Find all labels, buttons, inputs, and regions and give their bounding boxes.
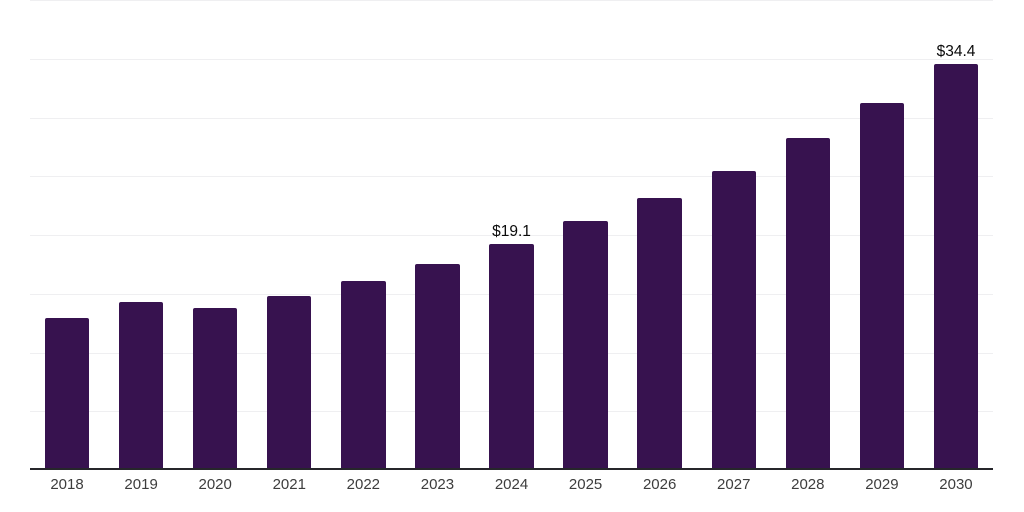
bar-group [697,0,771,468]
gridline [30,58,993,60]
x-tick-label: 2020 [198,476,232,493]
x-tick-label: 2019 [124,476,158,493]
bar-group [549,0,623,468]
bar-group [326,0,400,468]
bar-group [252,0,326,468]
x-tick-label: 2021 [272,476,306,493]
gridline [30,176,993,178]
x-axis-labels: 2018 2019 2020 2021 2022 2023 2024 2025 2026 2027… [30,476,993,493]
x-tick-label: 2018 [50,476,84,493]
bar-group [845,0,919,468]
plot-area: $19.1 $34.4 [30,0,993,470]
bar [859,102,905,468]
bar [118,302,164,468]
x-tick-label: 2022 [346,476,381,493]
bar-group [771,0,845,468]
bar [711,170,756,468]
bar [785,137,831,468]
gridline [30,0,993,1]
x-tick-label: 2029 [865,476,899,493]
bar [637,197,682,468]
x-tick-label: 2030 [939,476,973,493]
bar [563,221,608,468]
bar [415,263,460,468]
x-tick-label: 2023 [420,476,455,493]
bar [44,317,90,468]
bar [341,281,386,468]
value-label: $34.4 [936,42,976,60]
x-tick-label: 2028 [791,476,825,493]
x-tick-label: 2026 [642,476,677,493]
bar [489,243,534,468]
gridline [30,117,993,119]
bar-group [623,0,697,468]
bar-group [104,0,178,468]
bar-group [30,0,104,468]
bar-group [178,0,252,468]
x-tick-label: 2024 [494,476,529,493]
value-label: $19.1 [492,222,531,240]
bar-group: $34.4 [919,0,993,468]
gridline [30,235,993,236]
x-tick-label: 2025 [568,476,603,493]
bar-group [400,0,474,468]
bars-layer: $19.1 $34.4 [30,0,993,468]
bar [267,296,312,468]
bar-group: $19.1 [474,0,548,468]
bar [933,63,979,468]
x-tick-label: 2027 [717,476,751,493]
bar [192,308,238,468]
